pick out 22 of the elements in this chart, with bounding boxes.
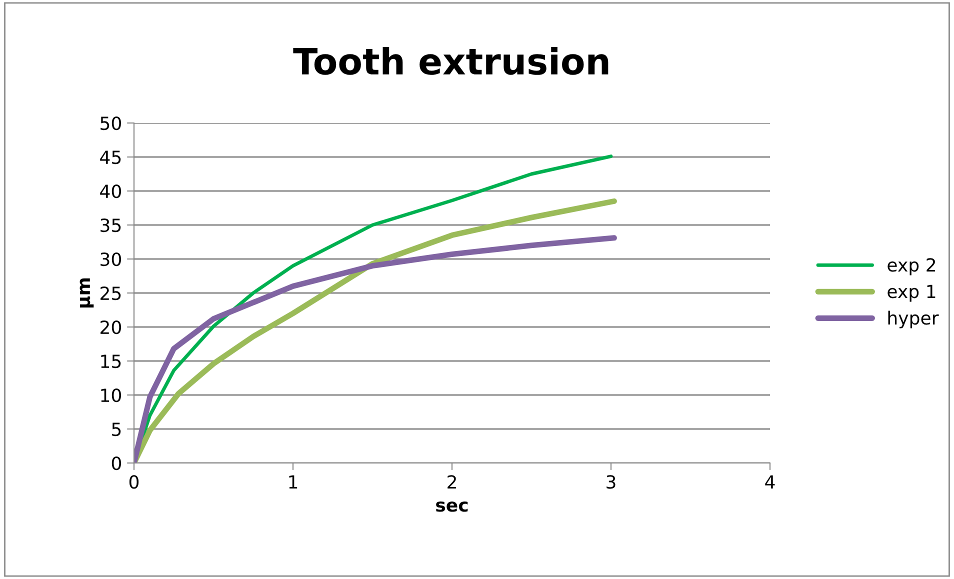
legend-label: hyper bbox=[888, 310, 939, 328]
y-tick-label: 30 bbox=[100, 252, 121, 266]
y-tick-label: 45 bbox=[100, 150, 121, 164]
legend-label: exp 2 bbox=[888, 258, 936, 276]
y-tick-label: 5 bbox=[112, 422, 121, 436]
x-tick-label: 1 bbox=[289, 475, 298, 489]
y-tick-label: 25 bbox=[100, 286, 121, 300]
y-tick-label: 35 bbox=[100, 218, 121, 232]
y-axis-title: µm bbox=[80, 278, 94, 308]
x-axis-title: sec bbox=[436, 501, 468, 512]
x-tick-label: 0 bbox=[129, 475, 139, 489]
y-tick-label: 20 bbox=[100, 320, 121, 334]
chart-title: Tooth extrusion bbox=[293, 46, 608, 75]
y-tick-label: 0 bbox=[112, 456, 121, 470]
x-tick-label: 3 bbox=[606, 475, 616, 489]
y-tick-label: 10 bbox=[101, 388, 121, 402]
y-tick-label: 15 bbox=[101, 354, 121, 368]
x-tick-label: 4 bbox=[765, 475, 775, 489]
x-tick-label: 2 bbox=[448, 475, 456, 489]
y-tick-label: 40 bbox=[100, 184, 121, 198]
legend-label: exp 1 bbox=[888, 284, 936, 302]
y-tick-label: 50 bbox=[100, 116, 121, 130]
